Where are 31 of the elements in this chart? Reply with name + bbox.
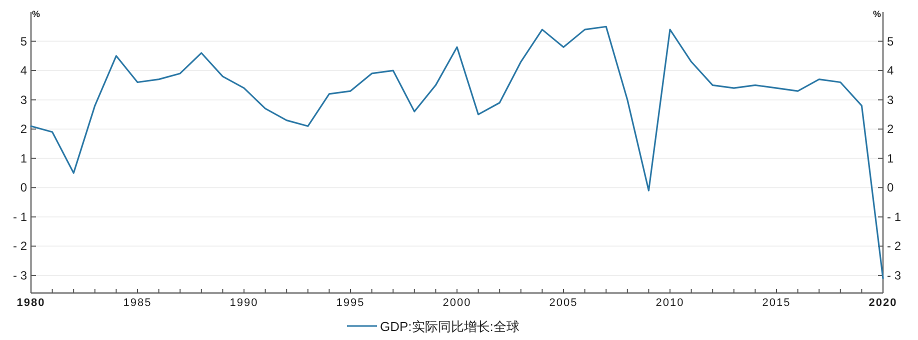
y2-tick-label: 5 [887, 34, 894, 48]
y-tick-label: - 2 [12, 239, 28, 254]
y-tick-label: 5 [20, 34, 28, 48]
y-tick-label: 2 [20, 122, 28, 136]
y2-tick-label: - 1 [887, 210, 902, 224]
y2-tick-label: 4 [887, 64, 894, 78]
x-tick-label: 2020 [868, 297, 898, 309]
y2-tick-label: - 2 [887, 239, 902, 254]
y-tick-label: 0 [20, 180, 28, 195]
x-tick-label: 1980 [16, 297, 46, 309]
x-tick-label: 2000 [442, 297, 472, 309]
y-tick-label: 1 [20, 151, 28, 166]
y-tick-label: - 1 [12, 210, 28, 224]
line-series [30, 26, 884, 280]
y-axis-title: % [32, 9, 40, 19]
y2-axis-title: % [872, 9, 881, 19]
x-tick-label: 2010 [656, 297, 684, 309]
y2-tick-label: 1 [887, 151, 894, 166]
x-tick-label: 1985 [123, 297, 152, 309]
legend-label: GDP:实际同比增长:全球 [380, 319, 520, 334]
y2-tick-label: 0 [887, 180, 894, 195]
y-tick-label: 4 [20, 64, 28, 78]
y2-tick-label: - 3 [887, 268, 902, 282]
x-tick-label: 1995 [336, 297, 365, 309]
y2-tick-label: 2 [887, 122, 894, 136]
x-tick-label: 1990 [230, 297, 258, 309]
y-tick-label: 3 [20, 92, 28, 107]
x-tick-label: 2005 [549, 297, 578, 309]
x-tick-label: 2015 [762, 297, 791, 309]
y-tick-label: - 3 [12, 268, 28, 282]
y2-tick-label: 3 [887, 92, 894, 107]
